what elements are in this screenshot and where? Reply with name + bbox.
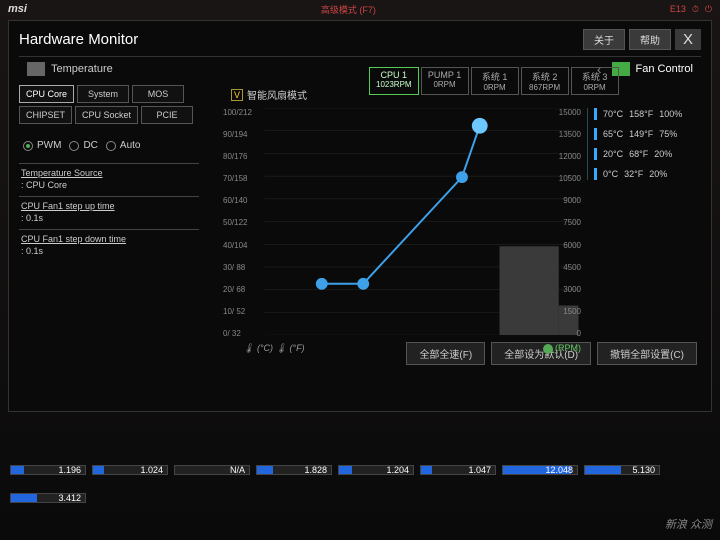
topbar-code: E13 — [670, 4, 686, 15]
threshold-row[interactable]: 20°C68°F20% — [594, 148, 697, 160]
temp-btn-system[interactable]: System — [77, 85, 129, 103]
panel-title: Hardware Monitor — [19, 31, 138, 48]
tab-temperature-label: Temperature — [51, 63, 113, 75]
mode-label[interactable]: 高级模式 (F7) — [321, 3, 376, 16]
brand-logo: msi — [8, 3, 27, 15]
fan-spin-icon — [543, 344, 553, 354]
full-speed-button[interactable]: 全部全速(F) — [406, 342, 485, 365]
close-button[interactable]: X — [675, 29, 701, 50]
tab-temperature[interactable]: Temperature — [27, 61, 113, 77]
help-button[interactable]: 帮助 — [629, 29, 671, 50]
rpm-label: (RPM) — [543, 343, 581, 354]
smart-fan-label: 智能风扇模式 — [247, 87, 307, 102]
setting-item[interactable]: Temperature Source: CPU Core — [19, 163, 199, 196]
thermometer-icon: 🌡 — [276, 343, 287, 353]
topbar-icons: E13 ⏱ ⏻ — [670, 4, 712, 15]
checkbox-icon: V — [231, 89, 243, 101]
smart-fan-checkbox[interactable]: V 智能风扇模式 — [231, 85, 697, 108]
tab-fancontrol-label: Fan Control — [636, 63, 693, 75]
undo-button[interactable]: 撤销全部设置(C) — [597, 342, 697, 365]
threshold-row[interactable]: 0°C32°F20% — [594, 168, 697, 180]
temp-btn-chipset[interactable]: CHIPSET — [19, 106, 72, 124]
settings-list: Temperature Source: CPU CoreCPU Fan1 ste… — [19, 163, 199, 262]
threshold-row[interactable]: 70°C158°F100% — [594, 108, 697, 120]
radio-pwm[interactable]: PWM — [23, 140, 61, 151]
radio-dc[interactable]: DC — [69, 140, 97, 151]
temp-btn-cpu-core[interactable]: CPU Core — [19, 85, 74, 103]
rpm-axis: 1500013500120001050090007500600045003000… — [559, 108, 581, 338]
chart-area: V 智能风扇模式 100/21290/19480/17670/15860/140… — [207, 81, 701, 411]
topbar: msi 高级模式 (F7) E13 ⏱ ⏻ — [0, 0, 720, 18]
clock-icon: ⏱ — [692, 4, 699, 15]
setting-item[interactable]: CPU Fan1 step down time: 0.1s — [19, 229, 199, 262]
thermometer-icon: 🌡 — [243, 343, 254, 353]
temp-btn-pcie[interactable]: PCIE — [141, 106, 193, 124]
temp-btn-mos[interactable]: MOS — [132, 85, 184, 103]
threshold-row[interactable]: 65°C149°F75% — [594, 128, 697, 140]
x-axis-units: 🌡 (°C) 🌡 (°F) — [243, 343, 305, 354]
temp-source-buttons: CPU CoreSystemMOS CHIPSETCPU SocketPCIE — [19, 81, 199, 128]
watermark: 新浪 众测 — [665, 516, 712, 532]
power-icon[interactable]: ⏻ — [705, 4, 712, 15]
temperature-icon — [27, 62, 45, 76]
fan-curve-chart[interactable]: 100/21290/19480/17670/15860/14050/12240/… — [223, 108, 697, 338]
hardware-monitor-panel: Hardware Monitor 关于 帮助 X Temperature ‹ F… — [8, 20, 712, 412]
setting-item[interactable]: CPU Fan1 step up time: 0.1s — [19, 196, 199, 229]
temp-btn-cpu-socket[interactable]: CPU Socket — [75, 106, 138, 124]
about-button[interactable]: 关于 — [583, 29, 625, 50]
radio-auto[interactable]: Auto — [106, 140, 141, 151]
left-sidebar: CPU CoreSystemMOS CHIPSETCPU SocketPCIE P… — [19, 81, 199, 411]
threshold-list: 70°C158°F100% 65°C149°F75% 20°C68°F20% 0°C3… — [587, 108, 697, 180]
